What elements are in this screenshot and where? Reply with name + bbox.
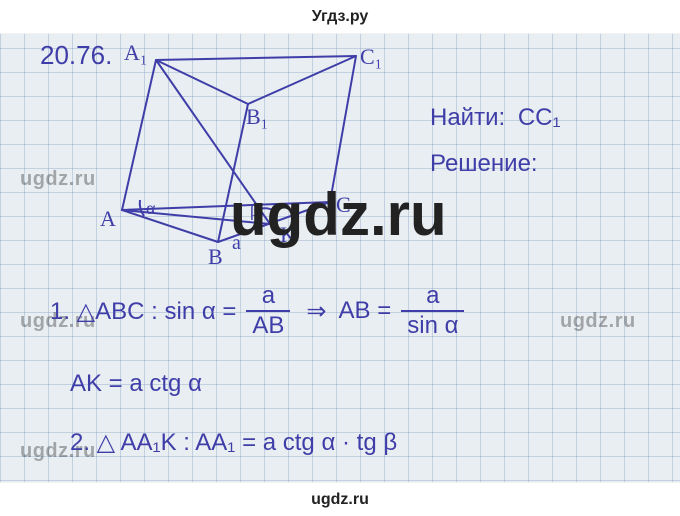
work-line-1-prefix: 1. △ABC : sin α =	[50, 297, 236, 326]
vertex-label-A: A	[100, 206, 116, 232]
find-label: Найти: CC₁	[430, 104, 561, 132]
solution-label: Решение:	[430, 150, 538, 178]
fraction-a-over-AB: a AB	[246, 284, 290, 338]
fraction-a-over-sin-alpha: a sin α	[401, 284, 464, 338]
center-overlay-text: ugdz.ru	[230, 180, 447, 249]
work-line-3: 2. △ AA₁K : AA₁ = a ctg α · tg β	[70, 428, 397, 457]
work-line-2: AK = a ctg α	[70, 370, 202, 398]
site-header-text: Угдз.ру	[312, 8, 369, 26]
find-value: CC₁	[518, 104, 561, 131]
site-footer-text: ugdz.ru	[311, 491, 369, 509]
work-line-1-after: AB =	[339, 297, 392, 325]
angle-label-alpha: α	[146, 198, 155, 219]
frac-den: sin α	[401, 314, 464, 338]
vertex-label-B: B	[208, 244, 223, 270]
frac-num: a	[256, 284, 281, 308]
vertex-label-A1: A₁	[124, 40, 148, 66]
vertex-label-B1: B₁	[246, 104, 268, 130]
frac-num: a	[420, 284, 445, 308]
find-label-text: Найти:	[430, 104, 505, 131]
implies-arrow: ⇒	[306, 297, 326, 326]
site-header: Угдз.ру	[0, 0, 680, 34]
site-footer: ugdz.ru	[0, 482, 680, 516]
frac-den: AB	[246, 314, 290, 338]
work-line-1: 1. △ABC : sin α = a AB ⇒ AB = a sin α	[50, 284, 468, 338]
vertex-label-C1: C₁	[360, 44, 382, 70]
